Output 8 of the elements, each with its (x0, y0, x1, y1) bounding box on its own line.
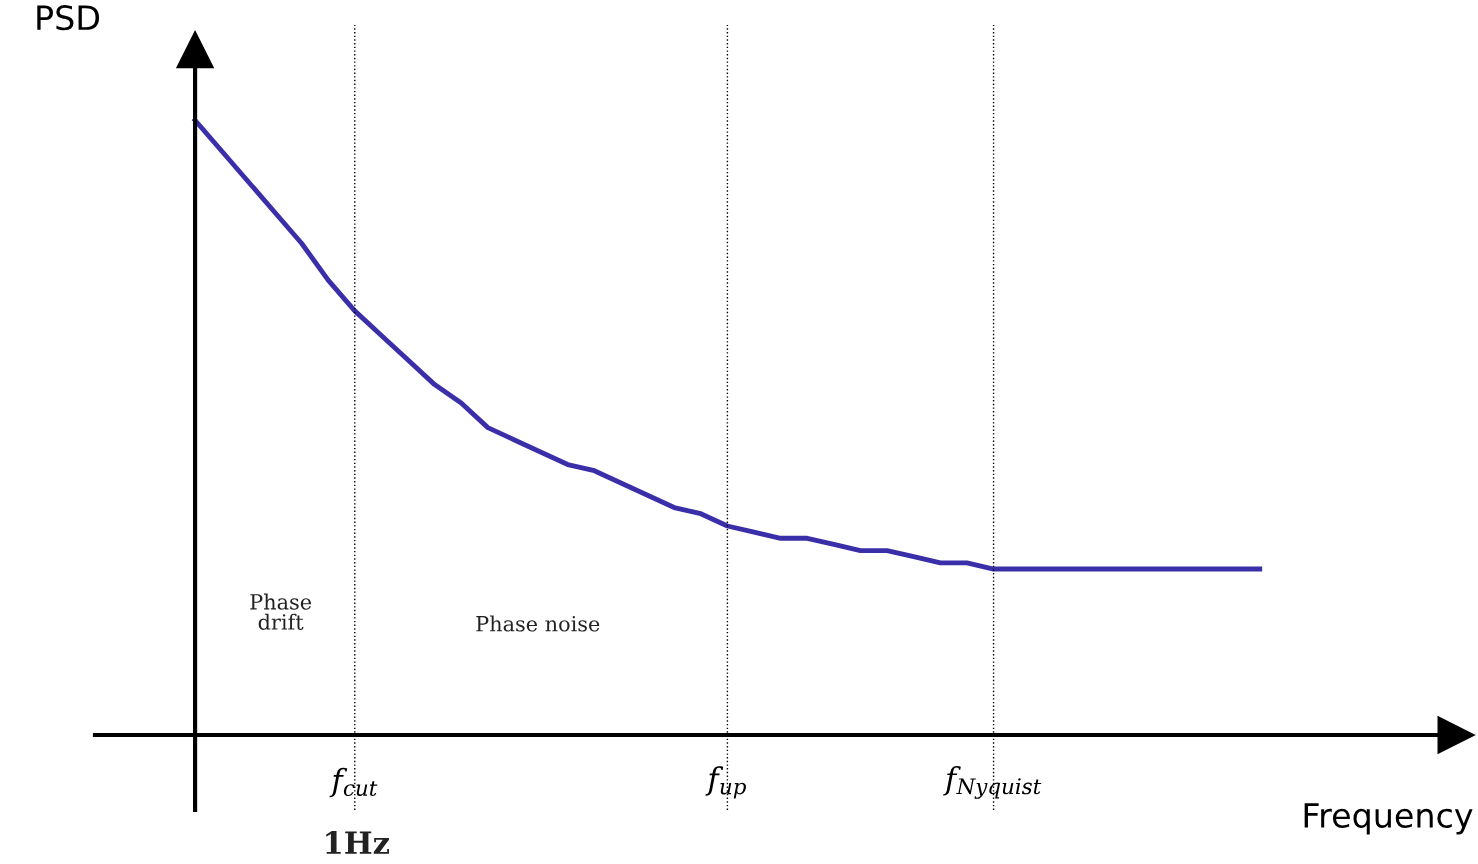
y-axis-title: PSD (37, 5, 99, 31)
text: 1Hz (326, 831, 389, 854)
x-axis-title: Frequency (1304, 803, 1473, 835)
annotation: Phase noise (476, 615, 600, 632)
x-tick-label: f$_{up}$ (705, 766, 746, 799)
annotation: Phase drift (250, 593, 312, 630)
x-tick-label: f$_{cut}$ (329, 767, 378, 798)
x-tick-label: f$_{Nyquist}$ (943, 766, 1042, 799)
